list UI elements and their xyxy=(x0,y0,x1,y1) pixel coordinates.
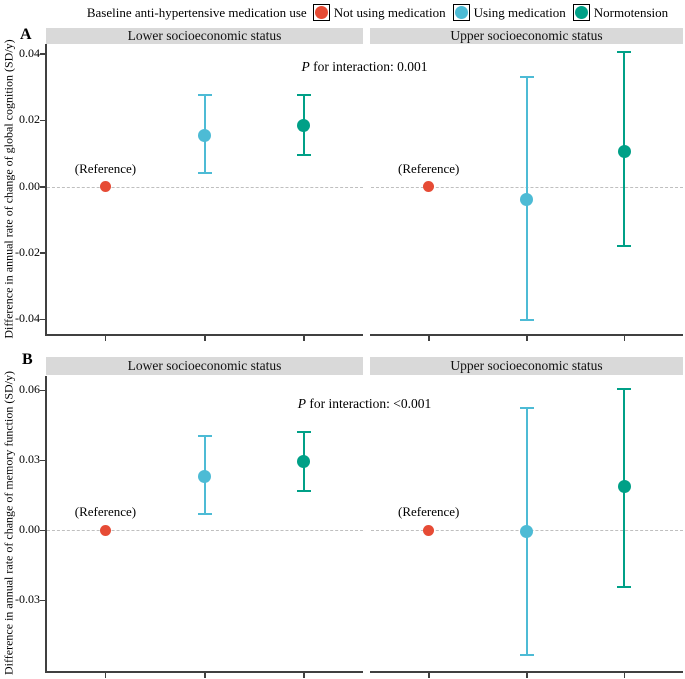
y-tick xyxy=(40,119,45,122)
legend-key-dot-icon xyxy=(454,6,468,19)
legend-key-dot-icon xyxy=(314,6,328,19)
p-interaction-annotation: P for interaction: <0.001 xyxy=(297,396,432,411)
reference-point xyxy=(99,181,111,192)
error-bar-cap xyxy=(197,94,212,97)
y-tick xyxy=(40,53,45,55)
x-tick xyxy=(526,672,528,678)
x-axis-line xyxy=(370,334,683,336)
error-bar-cap xyxy=(617,50,632,53)
facet-strip-a-upper: Upper socioeconomic status xyxy=(370,28,683,44)
reference-point xyxy=(423,181,435,192)
error-bar-cap xyxy=(197,435,212,438)
p-interaction-annotation: P for interaction: 0.001 xyxy=(301,59,428,74)
legend-title: Baseline anti-hypertensive medication us… xyxy=(86,4,307,20)
y-tick-label: -0.04 xyxy=(15,311,40,326)
legend-item: Using medication xyxy=(452,4,566,21)
y-axis-line xyxy=(45,376,47,672)
x-tick xyxy=(303,672,305,678)
reference-label: (Reference) xyxy=(398,160,460,176)
error-bar-cap xyxy=(519,75,534,78)
error-bar-cap xyxy=(617,585,632,588)
error-bar-cap xyxy=(197,513,212,516)
legend-item: Not using medication xyxy=(312,4,446,21)
data-point xyxy=(520,524,533,538)
y-tick-label: 0.04 xyxy=(19,45,40,60)
data-point xyxy=(198,128,211,142)
data-point xyxy=(617,145,631,159)
x-axis-line xyxy=(45,334,363,336)
panel-a-label: A xyxy=(20,26,32,43)
y-tick-label: 0.00 xyxy=(19,178,40,193)
legend-key-dot-icon xyxy=(574,6,588,19)
y-tick-label: -0.03 xyxy=(15,592,40,607)
reference-point xyxy=(423,524,435,536)
error-bar-cap xyxy=(197,172,212,175)
data-point xyxy=(297,455,311,469)
y-tick xyxy=(40,459,45,462)
italic-p: P xyxy=(297,396,306,411)
x-tick xyxy=(623,335,626,341)
reference-label: (Reference) xyxy=(74,160,137,176)
legend-key-icon xyxy=(452,4,470,21)
y-tick-label: 0.06 xyxy=(19,382,40,396)
legend: Baseline anti-hypertensive medication us… xyxy=(0,0,685,25)
legend-items: Not using medication Using medication Norm… xyxy=(312,4,669,21)
legend-key-icon xyxy=(312,4,330,21)
error-bar-cap xyxy=(296,489,311,492)
panel-b-label: B xyxy=(22,351,33,368)
reference-label: (Reference) xyxy=(74,504,137,520)
x-tick xyxy=(526,335,528,341)
y-tick-label: -0.02 xyxy=(15,244,40,259)
y-tick xyxy=(40,389,45,391)
error-bar-cap xyxy=(519,654,534,657)
facet-strip-b-lower: Lower socioeconomic status xyxy=(46,357,363,375)
x-tick xyxy=(204,672,206,678)
data-point xyxy=(617,480,631,494)
y-tick xyxy=(40,252,45,254)
x-tick xyxy=(104,672,107,678)
facet-strip-a-lower: Lower socioeconomic status xyxy=(46,28,363,44)
y-axis-line xyxy=(45,44,47,335)
error-bar-cap xyxy=(519,319,534,322)
error-bar-cap xyxy=(617,387,632,390)
error-bar-cap xyxy=(296,430,311,433)
reference-label: (Reference) xyxy=(398,504,460,520)
legend-item-label: Not using medication xyxy=(333,4,446,20)
italic-p: P xyxy=(301,59,310,74)
legend-key-icon xyxy=(572,4,590,21)
y-tick xyxy=(40,599,45,602)
facet-strip-b-upper: Upper socioeconomic status xyxy=(370,357,683,375)
y-tick xyxy=(40,529,45,532)
y-tick-label: 0.00 xyxy=(19,522,40,537)
data-point xyxy=(520,193,533,207)
x-axis-line xyxy=(45,671,363,673)
error-bar-cap xyxy=(519,407,534,410)
data-point xyxy=(198,469,211,483)
y-tick xyxy=(40,186,45,188)
y-tick-label: 0.02 xyxy=(19,112,40,127)
x-tick xyxy=(623,672,626,678)
legend-item: Normotension xyxy=(572,4,669,21)
y-tick xyxy=(40,318,45,321)
error-bar-cap xyxy=(296,94,311,97)
legend-item-label: Using medication xyxy=(473,4,566,20)
legend-item-label: Normotension xyxy=(593,4,669,20)
error-bar-cap xyxy=(296,153,311,156)
reference-point xyxy=(99,524,111,536)
data-point xyxy=(297,118,311,132)
x-tick xyxy=(104,335,107,341)
x-tick xyxy=(303,335,305,341)
zero-dashed-line xyxy=(47,186,363,188)
x-axis-line xyxy=(370,671,683,673)
y-tick-label: 0.03 xyxy=(19,452,40,467)
zero-dashed-line xyxy=(47,530,363,532)
error-bar-cap xyxy=(617,245,632,248)
x-tick xyxy=(428,335,430,341)
x-tick xyxy=(204,335,206,341)
x-tick xyxy=(428,672,430,678)
